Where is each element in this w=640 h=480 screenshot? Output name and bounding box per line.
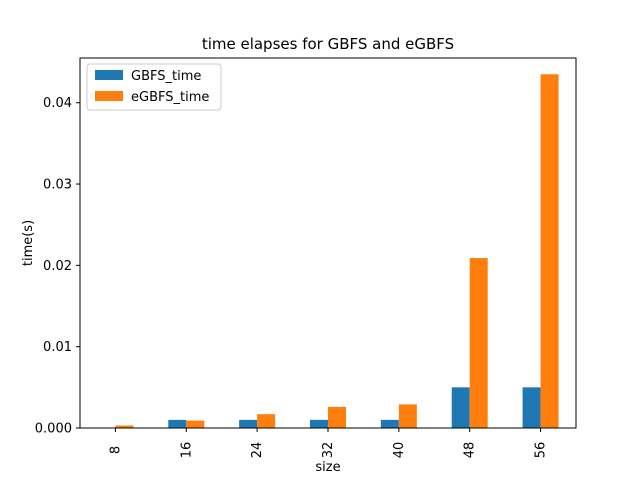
y-tick-label: 0.02 [43,259,72,274]
x-tick-label: 16 [179,442,194,459]
bar-eGBFS_time-24 [257,414,276,428]
bar-eGBFS_time-40 [398,404,417,428]
bar-eGBFS_time-8 [115,425,134,428]
bar-GBFS_time-16 [168,419,187,428]
bar-eGBFS_time-56 [540,74,559,428]
legend: GBFS_time eGBFS_time [86,63,222,111]
y-tick-label: 0.04 [43,96,72,111]
legend-swatch-GBFS_time [95,70,123,80]
bar-eGBFS_time-48 [469,258,488,428]
y-axis-ticks: 0.000 0.01 0.02 0.03 0.04 [35,96,80,437]
x-axis-ticks: 8 16 24 32 40 48 56 [108,428,549,459]
y-tick-label: 0.03 [43,178,72,193]
x-tick-label: 24 [250,442,265,459]
bar-GBFS_time-48 [451,387,470,428]
x-tick-label: 48 [463,442,478,459]
legend-label-eGBFS_time: eGBFS_time [131,90,209,105]
bar-GBFS_time-40 [380,419,399,428]
plot-frame [79,57,577,429]
y-tick-label: 0.000 [35,422,72,437]
x-tick-label: 40 [392,442,407,459]
bars-group [115,74,559,428]
legend-swatch-eGBFS_time [95,91,123,101]
x-tick-label: 8 [108,446,123,454]
bar-GBFS_time-24 [239,419,258,428]
x-tick-label: 56 [534,442,549,459]
bar-GBFS_time-32 [310,419,328,428]
chart-title: time elapses for GBFS and eGBFS [202,35,454,53]
x-axis-title: size [315,460,340,475]
legend-label-GBFS_time: GBFS_time [131,69,201,84]
bar-eGBFS_time-16 [186,420,205,428]
y-axis-title: time(s) [21,220,36,266]
y-tick-label: 0.01 [43,340,72,355]
x-tick-label: 32 [321,442,336,459]
bar-eGBFS_time-32 [328,406,346,428]
bar-GBFS_time-56 [522,387,541,428]
